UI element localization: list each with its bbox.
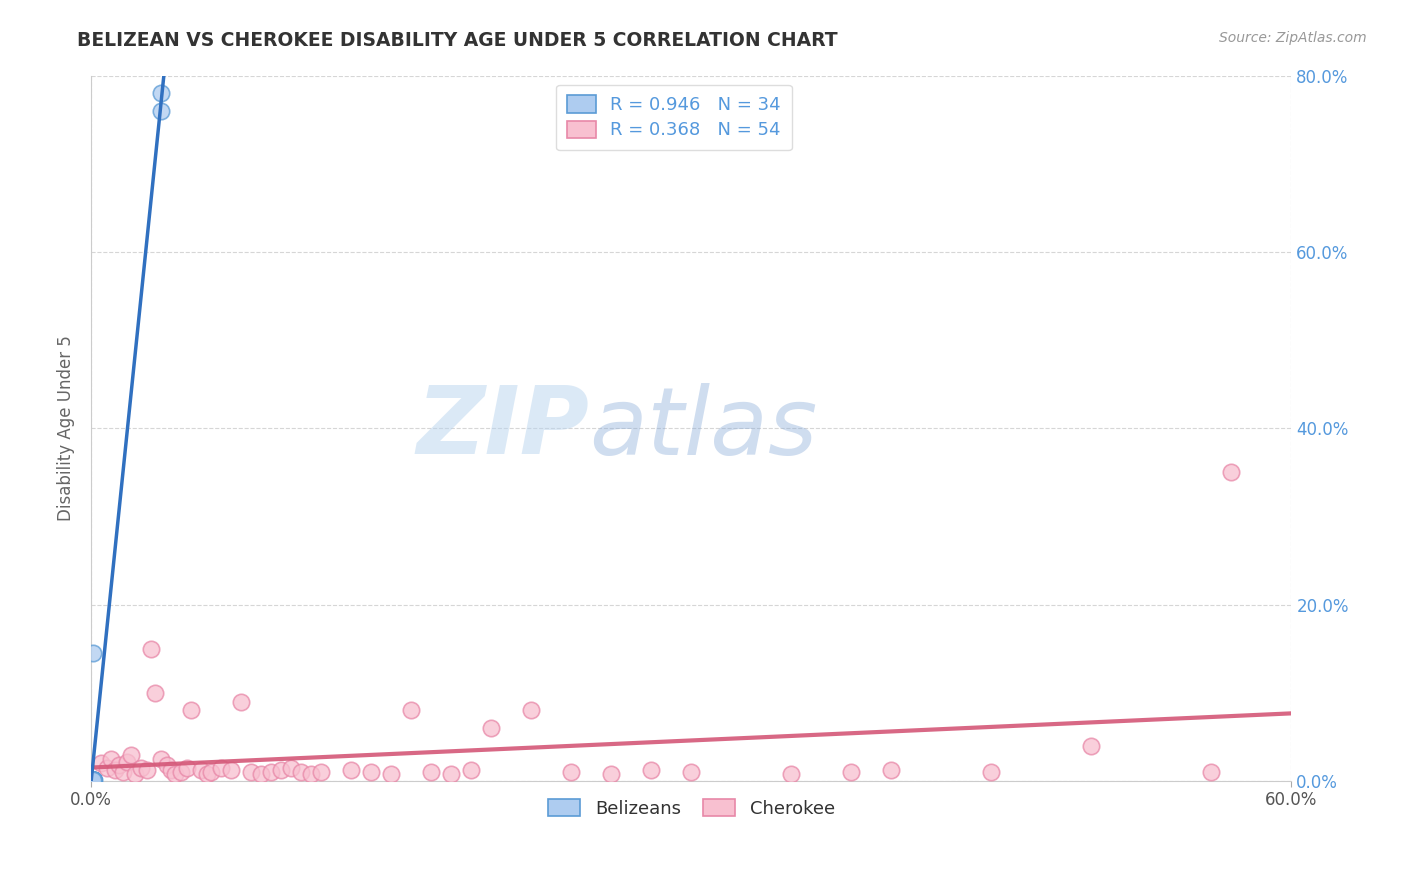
Point: [360, 765, 382, 780]
Point: [115, 755, 138, 769]
Point: [209, 761, 232, 775]
Point: [880, 764, 903, 778]
Point: [460, 764, 482, 778]
Point: [82, 773, 104, 788]
Point: [180, 703, 202, 717]
Point: [520, 703, 543, 717]
Point: [1201, 765, 1223, 780]
Point: [82, 773, 104, 788]
Point: [176, 761, 198, 775]
Point: [82, 773, 104, 788]
Point: [82, 646, 104, 660]
Point: [136, 764, 159, 778]
Point: [129, 761, 152, 775]
Point: [82, 773, 104, 788]
Point: [290, 765, 312, 780]
Point: [600, 767, 623, 781]
Point: [380, 767, 402, 781]
Point: [399, 703, 422, 717]
Point: [250, 767, 273, 781]
Point: [440, 767, 463, 781]
Point: [82, 773, 104, 788]
Point: [82, 773, 104, 788]
Point: [640, 764, 662, 778]
Point: [420, 765, 443, 780]
Point: [231, 695, 253, 709]
Text: Source: ZipAtlas.com: Source: ZipAtlas.com: [1219, 31, 1367, 45]
Point: [82, 773, 104, 788]
Point: [96, 761, 118, 775]
Point: [82, 773, 104, 788]
Point: [82, 773, 104, 788]
Point: [280, 761, 302, 775]
Point: [560, 765, 582, 780]
Text: BELIZEAN VS CHEROKEE DISABILITY AGE UNDER 5 CORRELATION CHART: BELIZEAN VS CHEROKEE DISABILITY AGE UNDE…: [77, 31, 838, 50]
Point: [82, 773, 104, 788]
Point: [90, 756, 112, 771]
Text: atlas: atlas: [589, 383, 817, 474]
Point: [82, 773, 104, 788]
Legend: Belizeans, Cherokee: Belizeans, Cherokee: [541, 791, 842, 825]
Text: ZIP: ZIP: [416, 383, 589, 475]
Point: [82, 773, 104, 788]
Point: [82, 773, 104, 788]
Point: [82, 773, 104, 788]
Point: [160, 764, 183, 778]
Point: [170, 765, 193, 780]
Point: [82, 773, 104, 788]
Point: [82, 773, 104, 788]
Point: [82, 773, 104, 788]
Point: [82, 773, 104, 788]
Point: [104, 764, 127, 778]
Point: [681, 765, 703, 780]
Point: [340, 764, 363, 778]
Point: [82, 773, 104, 788]
Y-axis label: Disability Age Under 5: Disability Age Under 5: [58, 335, 75, 521]
Point: [156, 758, 179, 772]
Point: [143, 686, 166, 700]
Point: [980, 765, 1002, 780]
Point: [150, 103, 173, 118]
Point: [82, 773, 104, 788]
Point: [309, 765, 332, 780]
Point: [112, 765, 135, 780]
Point: [150, 86, 173, 100]
Point: [299, 767, 322, 781]
Point: [200, 765, 222, 780]
Point: [1080, 739, 1102, 753]
Point: [100, 752, 122, 766]
Point: [479, 721, 502, 735]
Point: [108, 758, 131, 772]
Point: [1220, 466, 1243, 480]
Point: [82, 773, 104, 788]
Point: [82, 773, 104, 788]
Point: [124, 767, 146, 781]
Point: [82, 773, 104, 788]
Point: [82, 773, 104, 788]
Point: [141, 641, 163, 656]
Point: [82, 773, 104, 788]
Point: [165, 767, 187, 781]
Point: [780, 767, 803, 781]
Point: [82, 773, 104, 788]
Point: [150, 752, 173, 766]
Point: [841, 765, 863, 780]
Point: [195, 767, 218, 781]
Point: [82, 773, 104, 788]
Point: [240, 765, 263, 780]
Point: [190, 764, 212, 778]
Point: [82, 773, 104, 788]
Point: [260, 765, 283, 780]
Point: [82, 773, 104, 788]
Point: [219, 764, 242, 778]
Point: [82, 773, 104, 788]
Point: [120, 747, 142, 762]
Point: [83, 773, 105, 788]
Point: [270, 764, 292, 778]
